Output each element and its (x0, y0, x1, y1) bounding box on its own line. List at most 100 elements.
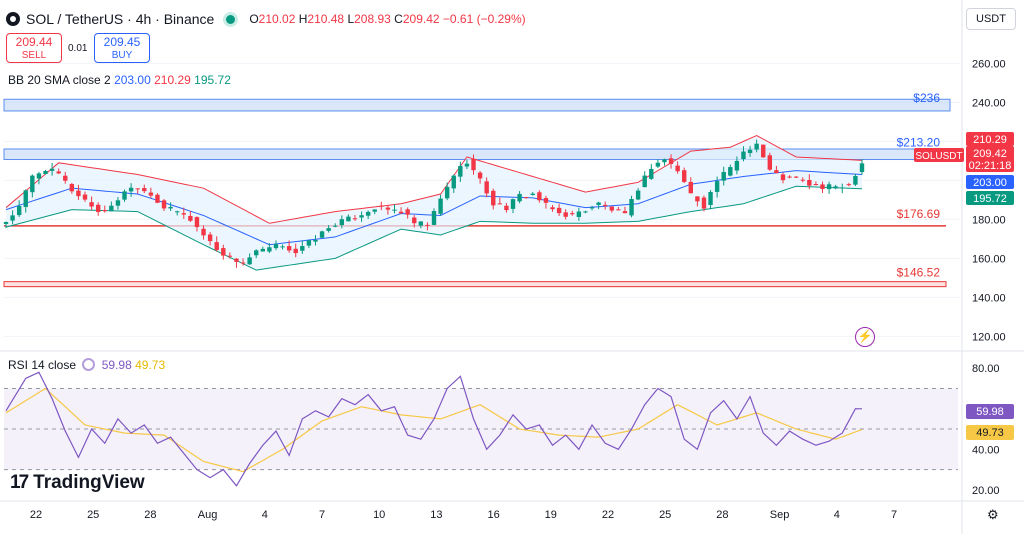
candle-body (155, 194, 160, 203)
rsi-tick-label: 40.00 (972, 444, 1000, 456)
candle-body (214, 242, 219, 251)
candle-body (708, 191, 713, 205)
rsi-tick-label: 20.00 (972, 485, 1000, 497)
candle-body (780, 174, 786, 181)
candle-body (267, 247, 272, 252)
candle-body (16, 205, 22, 216)
candle-body (273, 244, 279, 249)
candle-body (372, 209, 377, 212)
candle-body (194, 217, 200, 228)
candle-body (741, 151, 746, 160)
symbol-title[interactable]: SOL / TetherUS · 4h · Binance (26, 11, 215, 27)
candle-body (247, 257, 252, 265)
candle-body (484, 181, 489, 194)
time-tick-label: 13 (430, 509, 442, 521)
time-tick-label: 25 (659, 509, 671, 521)
candle-body (431, 211, 437, 225)
spread-value: 0.01 (68, 43, 88, 54)
settings-gear-icon[interactable]: ⚙ (987, 507, 999, 522)
last-price-tag (966, 146, 1014, 172)
candle-body (793, 176, 799, 178)
candle-body (576, 211, 582, 217)
candle-body (82, 194, 88, 200)
candle-body (418, 221, 424, 226)
rsi-line (5, 371, 863, 487)
level-annotation: $236 (913, 91, 940, 105)
candle-body (148, 192, 154, 196)
candle-body (76, 190, 81, 197)
candle-body (859, 163, 865, 173)
time-tick-label: 7 (319, 509, 325, 521)
candle-body (398, 211, 404, 214)
rsi-legend[interactable]: RSI 14 close 59.98 49.73 (8, 358, 166, 372)
rsi-settings-icon[interactable] (82, 358, 96, 371)
candle-body (102, 210, 107, 212)
price-tick-label: 140.00 (972, 292, 1006, 304)
bb-lower-price-tag (966, 191, 1014, 205)
bb-upper-line (5, 134, 863, 224)
candle-body (668, 158, 674, 164)
candle-body (240, 262, 246, 264)
candle-body (300, 246, 305, 251)
bb-legend[interactable]: BB 20 SMA close 2 203.00 210.29 195.72 (8, 73, 231, 87)
candle-body (464, 163, 470, 167)
change-readout: −0.61 (−0.29%) (442, 12, 526, 26)
candle-body (365, 211, 371, 216)
candle-body (510, 199, 516, 209)
candle-body (10, 215, 15, 221)
candle-body (359, 215, 364, 218)
resistance-zone (3, 98, 951, 112)
level-annotation: $146.52 (897, 266, 941, 280)
price-tick-label: 260.00 (972, 58, 1006, 70)
ohlc-readout: O210.02 H210.48 L208.93 C209.42 −0.61 (−… (249, 12, 526, 26)
rsi-ma-value: 49.73 (135, 358, 166, 372)
last-price-tag-text: 209.42 (973, 148, 1007, 160)
candle-body (306, 240, 312, 246)
candle-body (23, 190, 28, 207)
candle-body (280, 246, 285, 248)
candle-body (392, 209, 397, 211)
lightning-icon[interactable]: ⚡ (855, 327, 875, 347)
candle-body (425, 224, 430, 226)
support-zone (3, 281, 947, 288)
candle-body (444, 186, 450, 199)
symbol-price-tag-text: SOLUSDT (915, 151, 962, 162)
candle-body (570, 213, 575, 215)
candle-body (207, 234, 213, 242)
bb-upper-price-tag (966, 132, 1014, 146)
candle-body (438, 198, 443, 214)
candle-body (227, 255, 233, 257)
level-annotation: $176.69 (897, 207, 941, 221)
time-tick-label: 22 (602, 509, 614, 521)
candle-body (339, 219, 345, 226)
candle-body (89, 202, 94, 207)
candle-body (142, 187, 147, 192)
candle-body (820, 184, 825, 189)
time-tick-label: 19 (545, 509, 557, 521)
candle-body (491, 190, 496, 206)
candle-body (122, 191, 127, 200)
candle-body (128, 187, 134, 192)
candle-body (853, 175, 858, 185)
time-tick-label: 4 (834, 509, 840, 521)
bb-basis-price-tag (966, 175, 1014, 189)
candle-body (49, 168, 55, 171)
candle-body (254, 250, 259, 256)
time-tick-label: 25 (87, 509, 99, 521)
candle-body (109, 205, 114, 212)
candle-body (115, 200, 121, 206)
candle-body (346, 216, 351, 222)
rsi-ma-tag (966, 425, 1014, 440)
candle-body (826, 184, 832, 190)
time-tick-label: 10 (373, 509, 385, 521)
bb-upper-value: 210.29 (154, 73, 191, 87)
candle-body (767, 155, 773, 170)
currency-button[interactable]: USDT (966, 8, 1016, 30)
market-status-icon (226, 14, 236, 24)
buy-button[interactable]: 209.45 BUY (94, 33, 150, 63)
sell-button[interactable]: 209.44 SELL (6, 33, 62, 63)
candle-body (221, 248, 226, 256)
candle-body (497, 203, 503, 205)
candle-body (774, 170, 779, 174)
